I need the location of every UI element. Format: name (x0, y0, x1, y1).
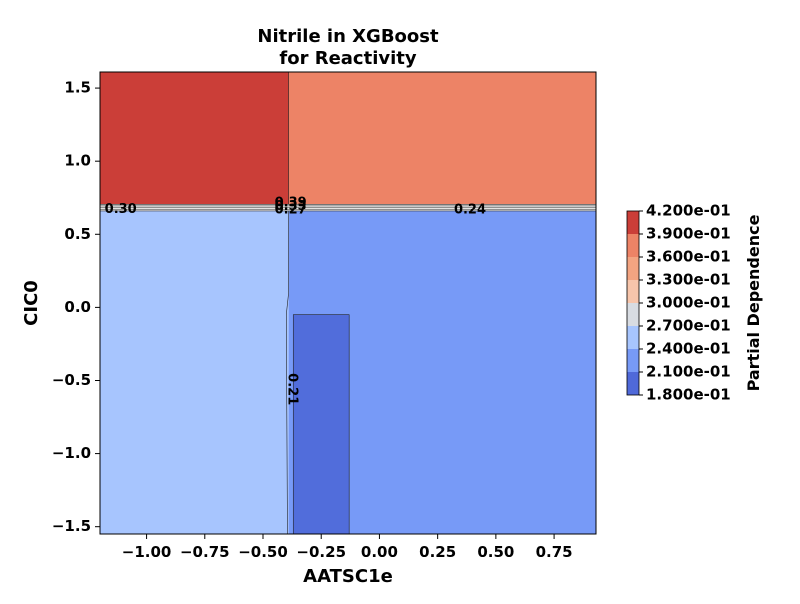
contour-label-5: 0.21 (285, 373, 300, 405)
x-tick-label-6: 0.50 (477, 543, 514, 561)
contour-region-2 (100, 210, 289, 535)
y-tick-label-3: 0.0 (64, 298, 91, 316)
y-axis-ticks: −1.5 −1.0 −0.5 0.0 0.5 1.0 1.5 (52, 79, 100, 535)
y-tick-label-1: −1.0 (52, 444, 91, 462)
colorbar-frame (626, 210, 640, 396)
x-tick-label-3: −0.25 (296, 543, 346, 561)
contour-labels: 0.30 0.390.330.27 0.24 0.21 (105, 195, 486, 405)
contour-label-2: 0.33 (275, 199, 307, 214)
plot-regions (100, 72, 596, 535)
y-tick-label-2: −0.5 (52, 371, 91, 389)
colorbar-tick-label-8: 4.200e-01 (646, 202, 731, 220)
y-tick-label-4: 0.5 (64, 225, 91, 243)
y-tick-label-0: −1.5 (52, 517, 91, 535)
contour-region-4 (293, 314, 350, 534)
colorbar-band-7 (627, 211, 639, 234)
colorbar-band-0 (627, 372, 639, 395)
x-tick-label-5: 0.25 (419, 543, 456, 561)
colorbar (627, 211, 639, 395)
chart-title-line-2: for Reactivity (279, 48, 417, 69)
contour-label-3: 0.27 (275, 203, 307, 218)
x-tick-label-0: −1.00 (122, 543, 172, 561)
colorbar-band-4 (627, 280, 639, 303)
colorbar-band-5 (627, 257, 639, 280)
y-axis-label: CIC0 (21, 280, 42, 326)
contour-region-0 (100, 72, 289, 205)
contour-label-0: 0.30 (105, 202, 137, 217)
colorbar-band-3 (627, 303, 639, 326)
x-tick-label-4: 0.00 (361, 543, 398, 561)
x-tick-label-1: −0.75 (180, 543, 230, 561)
contour-label-4: 0.24 (454, 203, 486, 218)
colorbar-label: Partial Dependence (744, 214, 763, 391)
chart-title-line-1: Nitrile in XGBoost (257, 26, 439, 47)
x-tick-label-7: 0.75 (536, 543, 573, 561)
colorbar-tick-label-5: 3.300e-01 (646, 271, 731, 289)
colorbar-tick-label-4: 3.000e-01 (646, 294, 731, 312)
colorbar-tick-label-3: 2.700e-01 (646, 317, 731, 335)
colorbar-tick-label-6: 3.600e-01 (646, 248, 731, 266)
colorbar-tick-label-1: 2.100e-01 (646, 363, 731, 381)
x-tick-label-2: −0.50 (238, 543, 288, 561)
colorbar-band-1 (627, 349, 639, 372)
plot-frame (99, 71, 597, 535)
y-tick-label-5: 1.0 (64, 152, 91, 170)
contour-line-vertical-bottom (285, 210, 289, 535)
colorbar-tick-label-0: 1.800e-01 (646, 386, 731, 404)
colorbar-tick-label-7: 3.900e-01 (646, 225, 731, 243)
x-axis-ticks: −1.00 −0.75 −0.50 −0.25 0.00 0.25 0.50 0.75 (122, 534, 573, 561)
colorbar-ticks: 1.800e-01 2.100e-01 2.400e-01 2.700e-01 3.00… (639, 202, 731, 404)
x-axis-label: AATSC1e (303, 566, 393, 587)
colorbar-band-2 (627, 326, 639, 349)
y-tick-label-6: 1.5 (64, 79, 91, 97)
contour-region-1 (288, 72, 596, 205)
contour-label-1: 0.39 (275, 195, 307, 210)
colorbar-band-6 (627, 234, 639, 257)
colorbar-tick-label-2: 2.400e-01 (646, 340, 731, 358)
